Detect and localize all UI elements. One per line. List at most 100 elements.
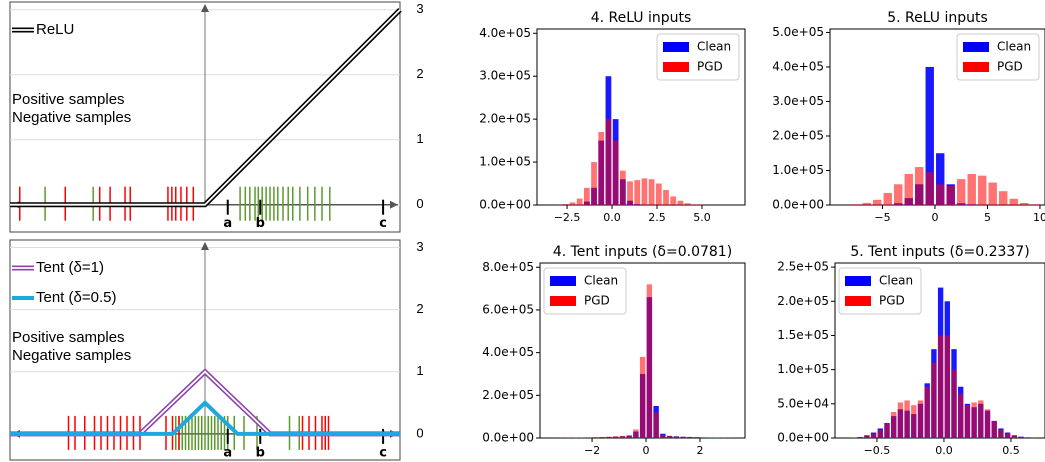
histogram-bar <box>619 170 626 205</box>
histogram-bar <box>666 436 673 438</box>
legend-swatch <box>963 62 989 72</box>
y-tick-label: 1 <box>416 363 423 378</box>
histogram-bar <box>605 119 612 205</box>
y-tick-label: 2.0e+05 <box>482 388 534 402</box>
histogram-bar <box>925 66 934 205</box>
y-tick-label: 1.5e+05 <box>777 328 829 342</box>
histogram-bar <box>924 386 930 438</box>
histogram-bar <box>884 422 890 438</box>
legend-label: PGD <box>879 294 905 308</box>
histogram-bar <box>684 203 691 205</box>
y-tick-label: 3.0e+05 <box>772 94 824 108</box>
y-tick-label: 4.0e+05 <box>479 26 531 40</box>
legend-label: ReLU <box>36 21 74 38</box>
legend-label: Tent (δ=1) <box>36 259 104 276</box>
sample-legend-label: Negative samples <box>12 347 131 364</box>
y-tick-label: 0.0e+00 <box>772 198 824 212</box>
histogram-bar <box>915 167 924 205</box>
histogram-bar <box>988 182 997 205</box>
histogram-bar <box>562 204 569 205</box>
y-tick-label: 2.0e+05 <box>772 128 824 142</box>
y-tick-label: 3 <box>416 1 423 16</box>
y-tick-label: 0 <box>416 196 423 211</box>
histogram-bar <box>1011 435 1017 438</box>
y-tick-label: 2.5e+05 <box>777 260 829 274</box>
legend-swatch <box>845 276 871 286</box>
histogram-bar <box>873 199 882 205</box>
chart-title: 5. Tent inputs (δ=0.2337) <box>850 244 1029 260</box>
legend-label: Clean <box>697 40 731 54</box>
histogram-bar <box>911 405 917 438</box>
legend-label: PGD <box>697 60 723 74</box>
histogram-bar <box>663 189 669 205</box>
histogram-bar <box>883 192 892 205</box>
y-tick-label: 3 <box>416 239 423 254</box>
y-tick-label: 6.0e+05 <box>482 302 534 316</box>
y-tick-label: 4.0e+05 <box>482 345 534 359</box>
y-tick-label: 2.0e+05 <box>777 294 829 308</box>
histogram-bar <box>680 436 686 438</box>
histogram-bar <box>946 186 955 205</box>
x-tick-label: 5 <box>984 211 991 224</box>
histogram-bar <box>870 433 877 438</box>
legend-swatch <box>963 42 989 52</box>
histogram-bar <box>931 362 937 438</box>
histogram-bar <box>693 437 700 438</box>
histogram-bar <box>978 400 984 438</box>
histogram-bar <box>1004 433 1011 438</box>
histogram-bar <box>700 437 707 438</box>
histogram-bar <box>862 202 871 205</box>
histogram-bar <box>937 335 944 438</box>
x-tick-label: 10 <box>1033 211 1045 224</box>
histogram-bar <box>576 198 583 205</box>
histogram-bar <box>998 429 1004 438</box>
chart-title: 5. ReLU inputs <box>887 10 988 26</box>
marker-label: b <box>256 445 265 460</box>
histogram-bar <box>670 196 677 205</box>
histogram-bar <box>857 437 863 438</box>
histogram-bar <box>944 335 950 438</box>
legend-swatch <box>550 296 576 306</box>
histogram-bar <box>1009 198 1018 205</box>
histogram-bar <box>925 172 934 205</box>
marker-label: a <box>223 445 232 460</box>
histogram-bar <box>957 179 966 205</box>
histogram-bar <box>852 204 861 205</box>
marker-label: a <box>223 216 232 231</box>
x-tick-label: 0.5 <box>1002 444 1020 457</box>
chart-title: 4. ReLU inputs <box>591 10 692 26</box>
y-tick-label: 2 <box>416 301 423 316</box>
histogram-bar <box>691 204 698 205</box>
histogram-bar <box>639 356 646 438</box>
y-tick-label: 4.0e+05 <box>772 59 824 73</box>
histogram-bar <box>958 393 964 438</box>
sample-legend-label: Positive samples <box>12 91 125 108</box>
histogram-bar <box>967 173 976 205</box>
histogram-bar <box>633 429 639 438</box>
histogram-bar <box>999 191 1008 205</box>
y-tick-label: 2.0e+05 <box>479 112 531 126</box>
histogram-bar <box>612 436 619 438</box>
series-line <box>10 400 400 436</box>
histogram-bar <box>619 435 626 438</box>
y-tick-label: 5.0e+05 <box>772 25 824 39</box>
y-tick-label: 5.0e+04 <box>777 396 829 410</box>
histogram-bar <box>864 435 870 438</box>
histogram-bar <box>897 402 904 438</box>
x-tick-label: 0 <box>931 211 938 224</box>
legend-swatch <box>550 276 576 286</box>
histogram-bar <box>579 437 585 438</box>
histogram-bar <box>627 181 633 205</box>
histogram-bar <box>964 405 971 438</box>
marker-label: b <box>256 216 265 231</box>
legend-label: Clean <box>879 274 913 288</box>
histogram-bar <box>660 434 666 438</box>
legend-swatch <box>663 42 689 52</box>
x-tick-label: 2.5 <box>648 211 666 224</box>
x-tick-label: 0.0 <box>935 444 953 457</box>
y-tick-label: 0.0e+00 <box>777 431 829 445</box>
legend-swatch <box>663 62 689 72</box>
y-tick-label: 1.0e+05 <box>777 362 829 376</box>
histogram-bar <box>951 369 957 438</box>
